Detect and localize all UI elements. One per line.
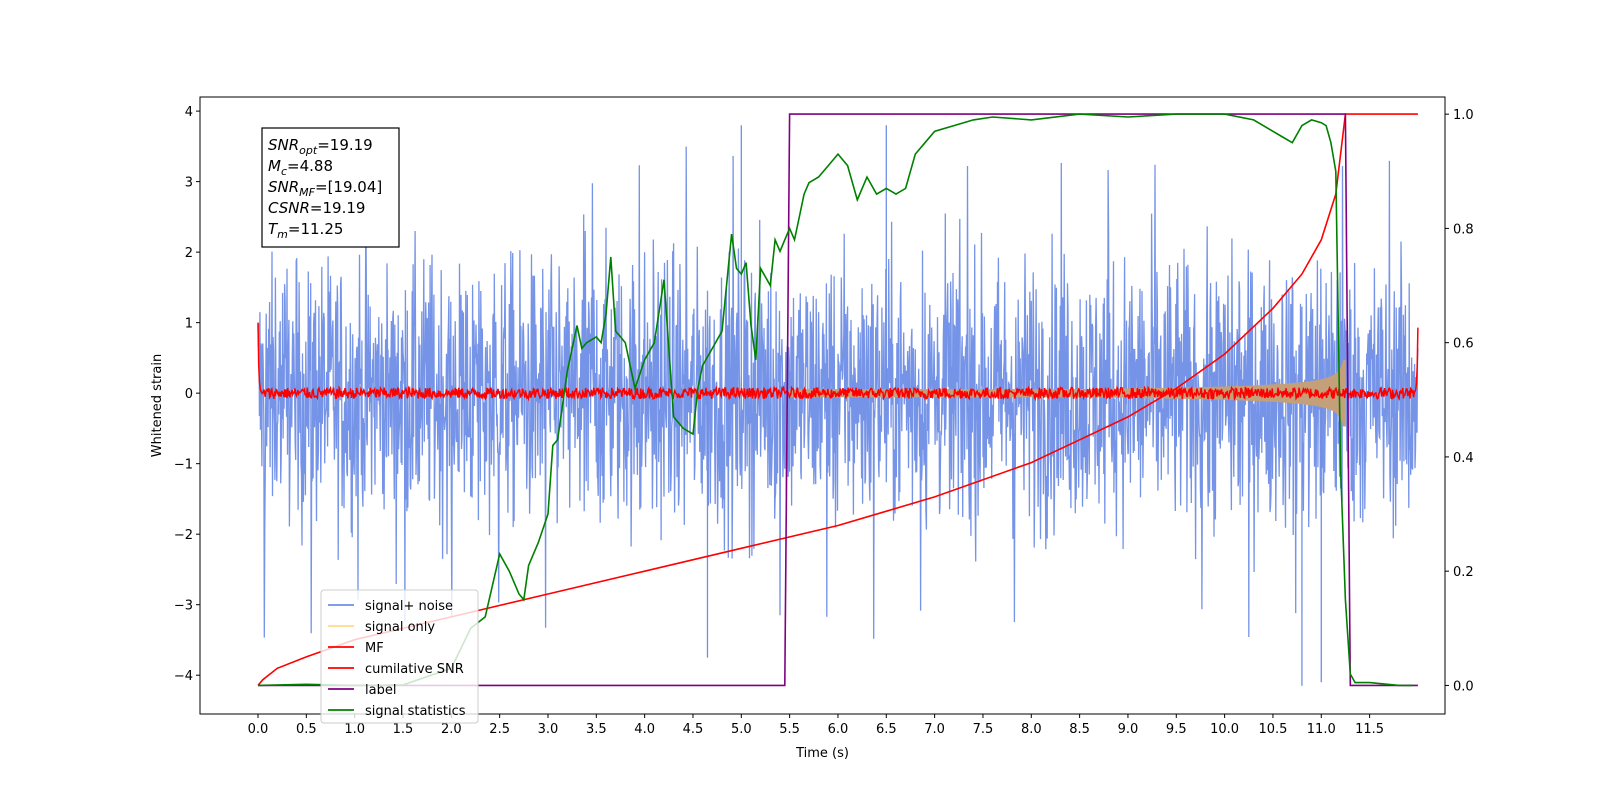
y-tick-label: −3	[174, 599, 193, 614]
legend-entry: signal statistics	[365, 704, 466, 719]
y-tick-label: −4	[174, 669, 193, 684]
x-tick-label: 6.5	[876, 722, 897, 737]
x-tick-label: 8.0	[1021, 722, 1042, 737]
x-tick-label: 1.0	[344, 722, 365, 737]
y-tick-label: 1	[185, 317, 193, 332]
legend-entry: signal only	[365, 620, 435, 635]
legend-entry: MF	[365, 641, 384, 656]
x-axis-label: Time (s)	[795, 746, 849, 761]
x-tick-label: 4.5	[683, 722, 704, 737]
x-axis: 0.0 0.5 1.0 1.5 2.0 2.5 3.0 3.5 4.0 4.5 5.0 5.5 6.0 6…	[248, 714, 1384, 737]
y-tick-label: 2	[185, 246, 193, 261]
x-tick-label: 11.5	[1355, 722, 1384, 737]
x-tick-label: 10.0	[1210, 722, 1239, 737]
mf-series	[257, 322, 1419, 402]
y2-tick-label: 0.6	[1453, 337, 1474, 352]
x-tick-label: 3.0	[538, 722, 559, 737]
stats-line: Mc=4.88	[268, 157, 333, 178]
x-tick-label: 6.0	[828, 722, 849, 737]
y2-tick-label: 0.4	[1453, 451, 1474, 466]
signal-noise-line	[257, 146, 1419, 639]
x-tick-label: 4.0	[634, 722, 655, 737]
legend-frame	[320, 589, 479, 724]
mf-line	[257, 322, 1419, 402]
legend-entry: cumilative SNR	[365, 662, 464, 677]
x-tick-label: 5.5	[779, 722, 800, 737]
legend: signal+ noise signal only MF cumilative SNR…	[320, 589, 479, 724]
y-tick-label: 3	[185, 176, 193, 191]
y-tick-label: −2	[174, 528, 193, 543]
x-tick-label: 9.5	[1166, 722, 1187, 737]
x-tick-label: 8.5	[1069, 722, 1090, 737]
x-tick-label: 2.0	[441, 722, 462, 737]
signal-statistics-line	[257, 113, 1414, 687]
signal-only-fill	[789, 359, 1346, 427]
legend-entry: signal+ noise	[365, 599, 453, 614]
x-tick-label: 1.5	[393, 722, 414, 737]
y-axis-left: −4 −3 −2 −1 0 1 2 3 4	[174, 105, 200, 684]
signal-only-envelope	[789, 359, 1346, 427]
y2-tick-label: 0.8	[1453, 222, 1474, 237]
x-tick-label: 7.5	[973, 722, 994, 737]
stats-annotation-box: SNRopt=19.19Mc=4.88SNRMF=[19.04]CSNR=19.…	[261, 127, 400, 248]
y-axis-right: 0.0 0.2 0.4 0.6 0.8 1.0	[1445, 108, 1474, 694]
x-tick-label: 10.5	[1258, 722, 1287, 737]
x-tick-label: 9.0	[1118, 722, 1139, 737]
y2-tick-label: 0.0	[1453, 679, 1474, 694]
x-tick-label: 2.5	[489, 722, 510, 737]
legend-entry: label	[365, 683, 396, 698]
x-tick-label: 0.0	[248, 722, 269, 737]
stats-box-frame	[261, 127, 400, 248]
x-tick-label: 11.0	[1307, 722, 1336, 737]
x-tick-label: 3.5	[586, 722, 607, 737]
stats-line: CSNR=19.19	[268, 199, 365, 217]
signal-noise-series	[257, 125, 1419, 686]
x-tick-label: 7.0	[924, 722, 945, 737]
y-tick-label: 0	[185, 387, 193, 402]
y2-tick-label: 1.0	[1453, 108, 1474, 123]
stats-line: Tm=11.25	[268, 220, 343, 241]
stats-line: SNRMF=[19.04]	[268, 178, 382, 199]
y-tick-label: −1	[174, 458, 193, 473]
y-tick-label: 4	[185, 105, 193, 120]
y-axis-label: Whitened strain	[150, 354, 165, 457]
label-line	[258, 113, 1418, 687]
plot-frame	[199, 96, 1446, 715]
y2-tick-label: 0.2	[1453, 565, 1474, 580]
x-tick-label: 5.0	[731, 722, 752, 737]
stats-line: SNRopt=19.19	[268, 136, 373, 157]
x-tick-label: 0.5	[296, 722, 317, 737]
